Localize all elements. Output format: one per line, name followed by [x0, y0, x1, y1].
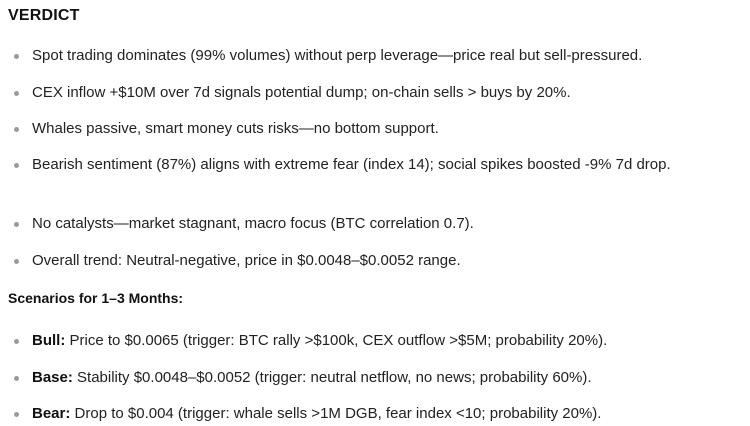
bullet-dot-icon [14, 412, 19, 417]
list-item-text: Base: Stability $0.0048–$0.0052 (trigger… [32, 367, 742, 389]
bullet-dot-icon [14, 259, 19, 264]
list-item: CEX inflow +$10M over 7d signals potenti… [14, 82, 742, 104]
scenario-label: Bull: [32, 332, 66, 349]
bullet-dot-icon [14, 91, 19, 96]
bullet-dot-icon [14, 376, 19, 381]
list-item: Bear: Drop to $0.004 (trigger: whale sel… [14, 403, 742, 425]
list-item: Overall trend: Neutral-negative, price i… [14, 250, 742, 272]
scenario-text: Price to $0.0065 (trigger: BTC rally >$1… [65, 332, 608, 349]
scenarios-heading: Scenarios for 1–3 Months: [8, 290, 184, 306]
scenario-text: Stability $0.0048–$0.0052 (trigger: neut… [72, 369, 592, 386]
list-item: Base: Stability $0.0048–$0.0052 (trigger… [14, 367, 742, 389]
bullet-dot-icon [14, 339, 19, 344]
scenario-text: Drop to $0.004 (trigger: whale sells >1M… [70, 405, 602, 422]
list-item-text: No catalysts—market stagnant, macro focu… [32, 215, 474, 232]
list-item-text: Overall trend: Neutral-negative, price i… [32, 252, 461, 269]
scenario-label: Base: [32, 369, 73, 386]
list-item: Spot trading dominates (99% volumes) wit… [14, 45, 742, 67]
list-item-text: Bull: Price to $0.0065 (trigger: BTC ral… [32, 330, 742, 352]
bullet-dot-icon [14, 127, 19, 132]
verdict-heading: VERDICT [8, 7, 80, 24]
bullet-dot-icon [14, 54, 19, 59]
list-item-text: Bearish sentiment (87%) aligns with extr… [32, 156, 671, 173]
bullet-dot-icon [14, 222, 19, 227]
bullet-dot-icon [14, 163, 19, 168]
list-item: No catalysts—market stagnant, macro focu… [14, 213, 742, 235]
list-item: Bearish sentiment (87%) aligns with extr… [14, 154, 742, 176]
list-item-text: Whales passive, smart money cuts risks—n… [32, 120, 439, 137]
list-item-text: Spot trading dominates (99% volumes) wit… [32, 47, 643, 64]
list-item: Bull: Price to $0.0065 (trigger: BTC ral… [14, 330, 742, 352]
list-item-text: Bear: Drop to $0.004 (trigger: whale sel… [32, 403, 742, 425]
scenario-label: Bear: [32, 405, 71, 422]
list-item: Whales passive, smart money cuts risks—n… [14, 118, 742, 140]
list-item-text: CEX inflow +$10M over 7d signals potenti… [32, 84, 571, 101]
